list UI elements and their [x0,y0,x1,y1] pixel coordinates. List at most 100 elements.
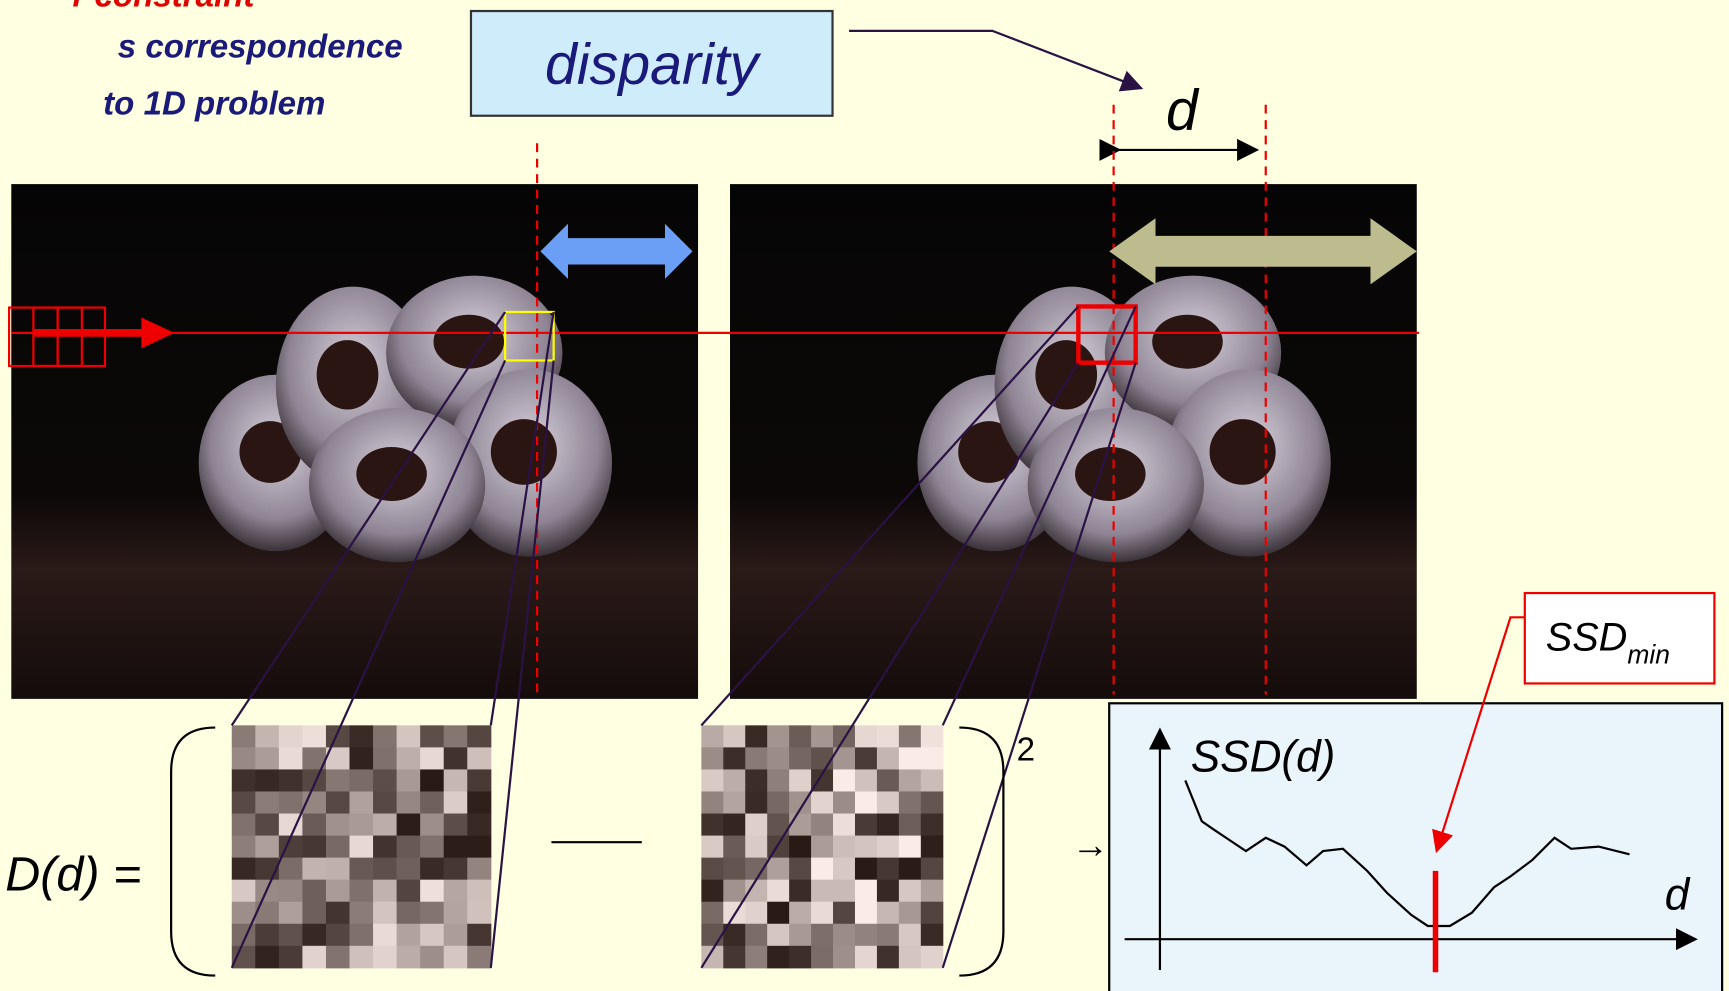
pixel [833,814,855,837]
pixel [767,902,789,925]
pixel [855,769,877,792]
pixel [467,769,491,792]
pixel [877,769,899,792]
pixel [877,725,899,748]
pixel [255,946,279,969]
pixel [467,836,491,859]
pixel [232,858,256,881]
pixel [350,902,374,925]
pixel [444,946,468,969]
graph-y-label: SSD(d) [1191,733,1336,782]
pixel [350,880,374,903]
pixel [789,924,811,947]
pixel [745,747,767,770]
pixel [855,725,877,748]
pixel [232,836,256,859]
pixel [373,747,397,770]
pixel [899,902,921,925]
pixel [467,725,491,748]
pixel [723,814,745,837]
pixel [701,747,723,770]
pixel [279,902,303,925]
pixel [899,880,921,903]
pixel [811,880,833,903]
pixel [833,836,855,859]
pixel [789,725,811,748]
pixel [723,836,745,859]
pixel [350,769,374,792]
pixel [833,902,855,925]
pixel [833,946,855,969]
pixel [899,791,921,814]
pixel [373,902,397,925]
pixel [279,791,303,814]
pixel [326,858,350,881]
pixel [811,902,833,925]
pixel [855,814,877,837]
pixel [373,814,397,837]
shell-opening [1035,340,1097,409]
pixel [255,791,279,814]
pixel [855,924,877,947]
pixel [789,814,811,837]
graph-x-label: d [1665,870,1691,919]
pixel [811,924,833,947]
pixel [745,858,767,881]
pixel [877,836,899,859]
pixel [723,747,745,770]
shell-opening [1152,315,1223,369]
pixel [701,902,723,925]
pixel [255,924,279,947]
pixel [789,769,811,792]
pixel [877,791,899,814]
pixel [279,880,303,903]
slide: r constraint s correspondence to 1D prob… [0,0,1729,991]
pixel [767,946,789,969]
pixel [899,814,921,837]
pixel [302,880,326,903]
pixel [444,836,468,859]
pixel [767,924,789,947]
pixel [921,902,943,925]
shell-opening [1075,447,1146,501]
shell-opening [433,315,504,369]
equation: D(d) = [5,848,141,902]
pixel [899,858,921,881]
pixel [467,747,491,770]
pixel [326,946,350,969]
pixel [899,836,921,859]
header-line: r constraint [72,0,256,15]
pixel [899,725,921,748]
pixel [255,814,279,837]
pixel [444,791,468,814]
pixel [420,769,444,792]
pixel [350,791,374,814]
pixel [789,858,811,881]
pixel [745,924,767,947]
pixel [723,769,745,792]
pixel [921,725,943,748]
pixel [701,814,723,837]
pixel [279,924,303,947]
pixel [701,836,723,859]
pixel [767,747,789,770]
pixel [326,880,350,903]
pixel [467,791,491,814]
pixel [350,858,374,881]
pixel [232,814,256,837]
pixel [279,858,303,881]
pixel [373,858,397,881]
pixel [877,858,899,881]
pixel [745,791,767,814]
exponent: 2 [1017,732,1035,769]
pixel [397,836,421,859]
pixel [745,946,767,969]
pixel [279,747,303,770]
pixel [467,924,491,947]
pixel [350,924,374,947]
pixel [255,836,279,859]
pixel [302,725,326,748]
pixel [420,858,444,881]
pixel [701,924,723,947]
pixel [767,880,789,903]
